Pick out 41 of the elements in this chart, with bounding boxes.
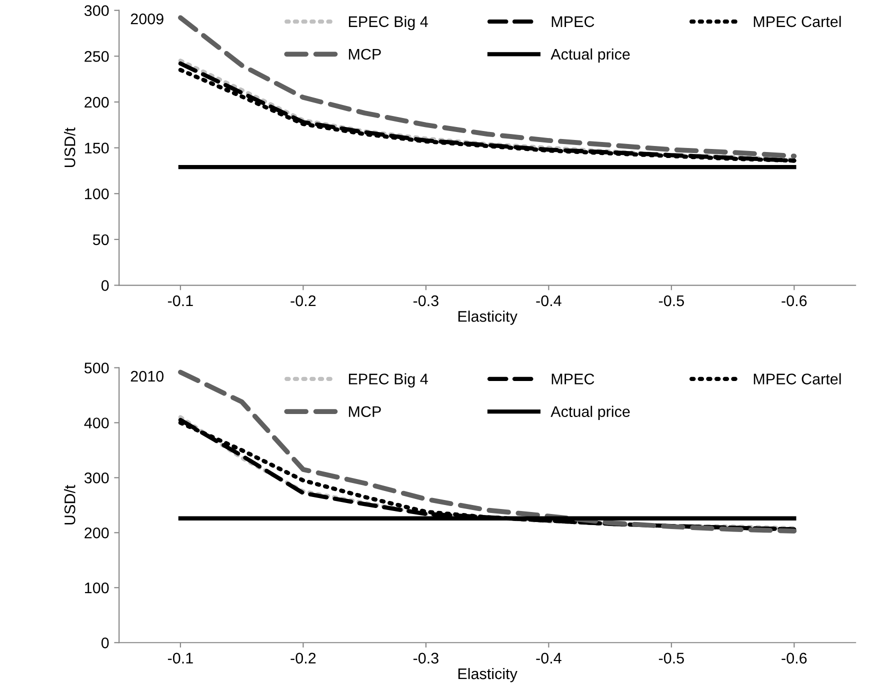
y-tick-label: 150 <box>85 142 109 154</box>
x-tick-label: -0.4 <box>536 652 562 664</box>
x-tick-label: -0.6 <box>782 652 807 664</box>
legend-label: EPEC Big 4 <box>348 373 428 388</box>
legend-label: MPEC Cartel <box>754 373 841 384</box>
chart-title: 2009 <box>130 14 164 24</box>
x-tick-label: -0.6 <box>782 295 807 306</box>
x-tick-label: -0.4 <box>536 295 562 306</box>
x-tick-label: -0.3 <box>413 295 438 306</box>
x-tick-label: -0.5 <box>658 652 684 664</box>
legend-label: Actual price <box>550 48 630 63</box>
legend-label: MCP <box>348 48 381 60</box>
chart-title: 2010 <box>130 370 164 382</box>
y-tick-label: 100 <box>85 582 109 594</box>
legend-label: MPEC <box>552 374 594 384</box>
x-tick-label: -0.3 <box>413 652 438 664</box>
x-tick-label: -0.1 <box>168 652 193 664</box>
y-tick-label: 500 <box>84 362 109 374</box>
y-tick-label: 0 <box>101 280 109 291</box>
y-tick-label: 50 <box>92 234 109 246</box>
legend-label: MPEC Cartel <box>754 16 841 28</box>
x-tick-label: -0.2 <box>290 295 316 306</box>
y-axis-title: USD/t <box>64 484 76 524</box>
y-tick-label: 0 <box>101 638 109 648</box>
y-tick-label: 300 <box>84 5 109 16</box>
y-tick-label: 100 <box>85 188 109 200</box>
legend-label: MCP <box>348 406 381 418</box>
legend-label: MPEC <box>552 16 594 28</box>
x-tick-label: -0.5 <box>658 295 684 306</box>
y-tick-label: 300 <box>84 472 109 484</box>
y-tick-label: 200 <box>84 528 109 538</box>
y-axis-title: USD/t <box>64 128 76 168</box>
y-tick-label: 250 <box>84 51 109 62</box>
x-axis-title: Elasticity <box>458 310 518 325</box>
y-tick-label: 400 <box>84 418 109 428</box>
x-tick-label: -0.2 <box>290 652 316 664</box>
legend-label: Actual price <box>550 406 630 420</box>
legend-label: EPEC Big 4 <box>348 16 428 30</box>
x-tick-label: -0.1 <box>168 295 193 306</box>
y-tick-label: 200 <box>84 96 109 108</box>
x-axis-title: Elasticity <box>458 668 518 682</box>
